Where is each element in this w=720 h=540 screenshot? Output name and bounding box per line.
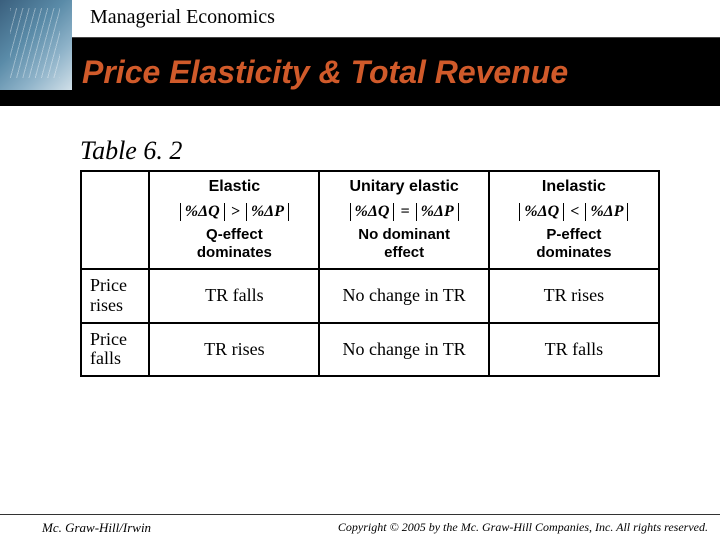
col-header-inelastic: Inelastic %ΔQ < %ΔP P-effect dominates [489,171,659,269]
col-header-unitary: Unitary elastic %ΔQ = %ΔP No dominant ef… [319,171,488,269]
content-area: Table 6. 2 Elastic %ΔQ > %ΔP Q-effect do… [0,106,720,377]
effect-line: dominates [536,244,611,261]
table-corner-cell [81,171,149,269]
row-label-line: Price [90,329,127,349]
footer: Mc. Graw-Hill/Irwin Copyright © 2005 by … [0,514,720,540]
col-formula: %ΔQ < %ΔP [498,200,650,226]
table-cell: TR falls [149,269,319,323]
header-bar: Managerial Economics [0,0,720,38]
col-header-elastic: Elastic %ΔQ > %ΔP Q-effect dominates [149,171,319,269]
effect-line: dominates [197,244,272,261]
table-caption: Table 6. 2 [80,136,660,166]
col-formula: %ΔQ = %ΔP [328,200,479,226]
table-header-row: Elastic %ΔQ > %ΔP Q-effect dominates Uni… [81,171,659,269]
row-label: Price falls [81,323,149,377]
slide-title: Price Elasticity & Total Revenue [82,54,568,91]
header-decorative-image [0,0,72,90]
col-effect: Q-effect dominates [158,226,310,262]
col-title: Elastic [158,178,310,200]
copyright: Copyright © 2005 by the Mc. Graw-Hill Co… [338,520,708,535]
table-cell: No change in TR [319,269,488,323]
table-cell: TR falls [489,323,659,377]
row-label: Price rises [81,269,149,323]
formula-op: < [570,203,579,220]
table-cell: No change in TR [319,323,488,377]
col-formula: %ΔQ > %ΔP [158,200,310,226]
formula-op: > [231,203,240,220]
table-row: Price falls TR rises No change in TR TR … [81,323,659,377]
row-label-line: Price [90,275,127,295]
effect-line: No dominant [358,226,450,243]
table-row: Price rises TR falls No change in TR TR … [81,269,659,323]
row-label-line: rises [90,295,123,315]
course-title: Managerial Economics [90,6,275,29]
col-effect: P-effect dominates [498,226,650,262]
formula-op: = [400,203,409,220]
effect-line: P-effect [546,226,601,243]
col-title: Unitary elastic [328,178,479,200]
table-cell: TR rises [489,269,659,323]
col-title: Inelastic [498,178,650,200]
publisher: Mc. Graw-Hill/Irwin [42,520,151,536]
title-band: Price Elasticity & Total Revenue [0,38,720,106]
col-effect: No dominant effect [328,226,479,262]
row-label-line: falls [90,348,121,368]
table-cell: TR rises [149,323,319,377]
elasticity-table: Elastic %ΔQ > %ΔP Q-effect dominates Uni… [80,170,660,377]
effect-line: effect [384,244,424,261]
effect-line: Q-effect [206,226,263,243]
